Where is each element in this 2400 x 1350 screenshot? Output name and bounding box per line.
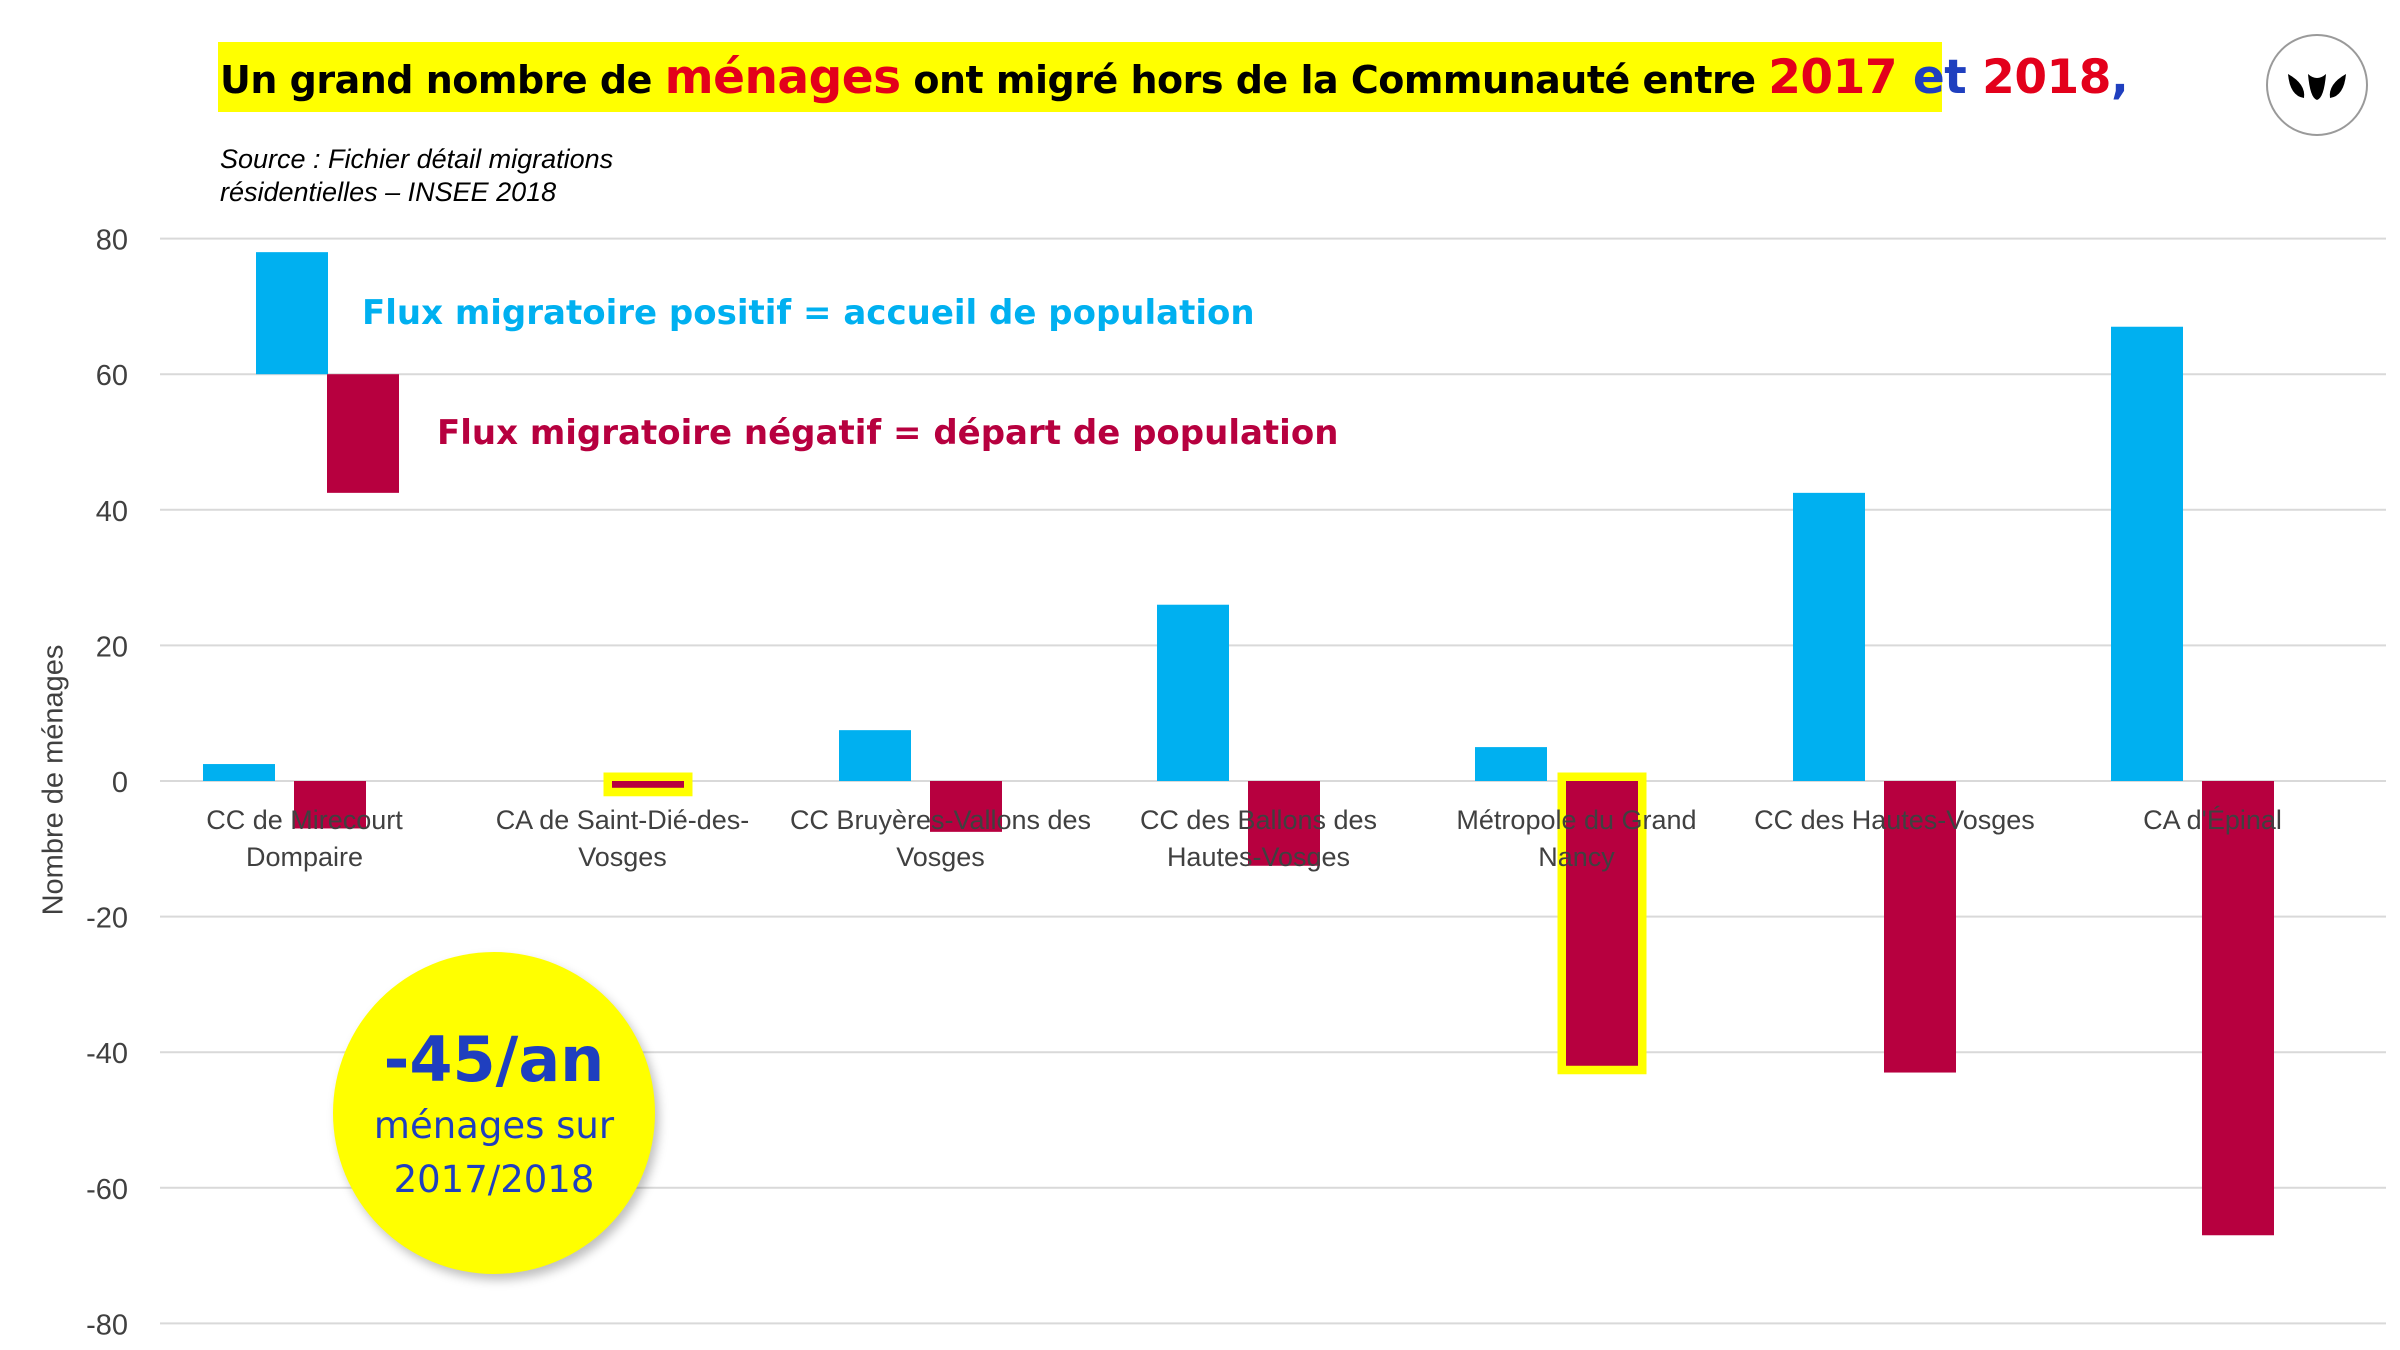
bars bbox=[203, 326, 2274, 1236]
source-line-1: Source : Fichier détail migrations bbox=[220, 144, 614, 174]
title-banner: Un grand nombre de ménages ont migré hor… bbox=[218, 42, 2129, 112]
legend-swatch-positive bbox=[256, 252, 328, 375]
x-category-label: Métropole du Grand bbox=[1456, 805, 1696, 835]
x-category-label: CA d'Épinal bbox=[2143, 805, 2282, 835]
y-tick-label: 80 bbox=[96, 225, 128, 257]
x-category-label: CC des Hautes-Vosges bbox=[1754, 805, 2035, 835]
bar-negative bbox=[612, 781, 684, 788]
title-comma: , bbox=[2110, 49, 2129, 105]
title-year-2018: 2018 bbox=[1982, 49, 2111, 105]
source-note: Source : Fichier détail migrations résid… bbox=[220, 143, 613, 209]
title-year-2017: 2017 bbox=[1768, 49, 1898, 105]
x-category-label: CC de Mirecourt bbox=[206, 805, 403, 835]
bar-negative bbox=[1884, 781, 1956, 1073]
bar-positive bbox=[839, 730, 911, 781]
bar-negative bbox=[1566, 781, 1638, 1066]
legend-sample-bars bbox=[256, 252, 399, 493]
bar-negative bbox=[930, 781, 1002, 832]
y-tick-label: -20 bbox=[86, 903, 128, 935]
y-tick-label: 40 bbox=[96, 496, 128, 528]
title-text-et: et bbox=[1897, 49, 1983, 105]
y-tick-label: 0 bbox=[112, 767, 128, 799]
x-category-label: Nancy bbox=[1538, 842, 1615, 872]
bar-positive bbox=[2111, 326, 2183, 781]
x-category-label: Vosges bbox=[578, 842, 667, 872]
page-title: Un grand nombre de ménages ont migré hor… bbox=[220, 49, 2129, 105]
x-category-label: Hautes-Vosges bbox=[1167, 842, 1350, 872]
y-tick-label: -60 bbox=[86, 1174, 128, 1206]
x-category-label: Vosges bbox=[896, 842, 985, 872]
title-text-3: ont migré hors de la Communauté entre bbox=[900, 57, 1769, 102]
title-text-menages: ménages bbox=[664, 49, 902, 105]
y-tick-label: -40 bbox=[86, 1038, 128, 1070]
legend-positive: Flux migratoire positif = accueil de pop… bbox=[362, 293, 1255, 333]
y-tick-label: 60 bbox=[96, 360, 128, 392]
source-line-2: résidentielles – INSEE 2018 bbox=[220, 177, 557, 207]
legend-negative: Flux migratoire négatif = départ de popu… bbox=[437, 413, 1339, 453]
y-axis-label: Nombre de ménages bbox=[37, 644, 70, 916]
y-tick-label: 20 bbox=[96, 631, 128, 663]
bar-positive bbox=[1793, 492, 1865, 781]
y-tick-labels: 80 60 40 20 0 -20 -40 -60 -80 bbox=[86, 225, 128, 1342]
bar-negative bbox=[294, 781, 366, 829]
y-tick-label: -80 bbox=[86, 1309, 128, 1341]
x-category-labels: CC de Mirecourt Dompaire CA de Saint-Dié-d… bbox=[206, 805, 2282, 872]
legend-swatch-negative bbox=[327, 374, 399, 493]
summary-callout: -45/an ménages sur 2017/2018 bbox=[333, 952, 655, 1274]
callout-line-1: ménages sur bbox=[373, 1104, 615, 1147]
x-category-label: CA de Saint-Dié-des- bbox=[496, 805, 750, 835]
leaf-trio-logo-icon bbox=[2288, 74, 2346, 100]
x-category-label: CC Bruyères-Vallons des bbox=[790, 805, 1091, 835]
x-category-label: CC des Ballons des bbox=[1140, 805, 1377, 835]
x-category-label: Dompaire bbox=[246, 842, 363, 872]
bar-positive bbox=[1475, 747, 1547, 781]
highlight-frame bbox=[603, 772, 693, 797]
brand-logo bbox=[2266, 34, 2368, 136]
callout-value: -45/an bbox=[383, 1023, 605, 1096]
callout-line-2: 2017/2018 bbox=[393, 1158, 595, 1201]
highlight-frame bbox=[1557, 772, 1647, 1075]
bar-positive bbox=[203, 764, 275, 781]
bar-negative bbox=[2202, 781, 2274, 1236]
bar-positive bbox=[1157, 604, 1229, 781]
bar-negative bbox=[1248, 781, 1320, 866]
title-text-1: Un grand nombre de bbox=[220, 57, 665, 102]
